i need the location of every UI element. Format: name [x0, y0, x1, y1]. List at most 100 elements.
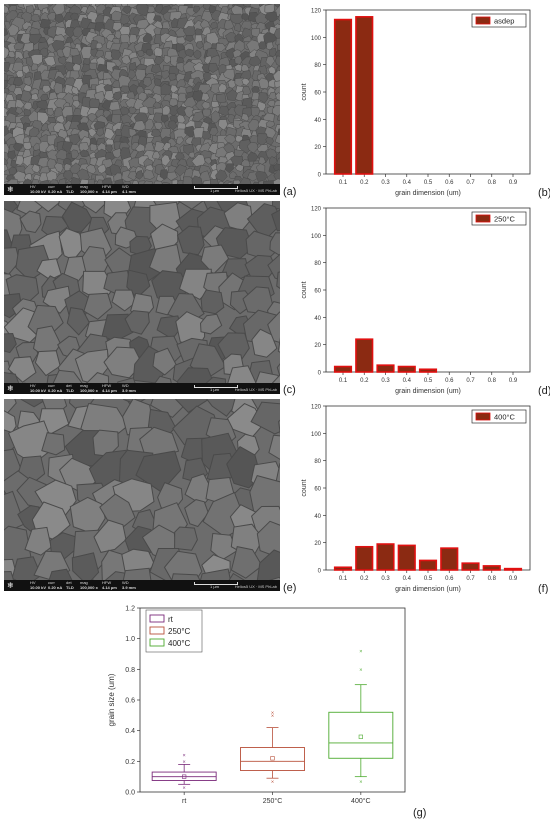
y-tick-label: 20 [314, 541, 321, 547]
sem-grain [95, 42, 103, 50]
sem-grain [4, 246, 20, 275]
sem-grain [72, 26, 84, 38]
legend-label: asdep [494, 17, 514, 26]
sem-grain [271, 209, 280, 232]
scale-bar [194, 186, 238, 189]
x-tick-label: 0.9 [509, 180, 518, 186]
sem-grain [177, 92, 187, 102]
sem-info-bar-c: ❄ HV 10.00 kV curr 0.20 nA det TLD mag 100,000 x… [4, 383, 280, 394]
sem-field-det: det TLD [66, 580, 74, 590]
sem-grain [276, 363, 280, 379]
sem-grain [153, 47, 164, 57]
sem-grain [170, 158, 181, 169]
legend-label: rt [168, 615, 174, 624]
x-tick-label: 0.5 [424, 180, 433, 186]
sem-grain [192, 5, 201, 14]
sem-field-hv: HV 10.00 kV [30, 383, 46, 393]
y-tick-label: 120 [311, 9, 322, 15]
sem-field-value: 3.9 mm [122, 584, 136, 590]
sem-grain [169, 4, 177, 6]
sem-grain [11, 556, 42, 580]
sem-field-curr: curr 0.20 nA [48, 184, 62, 194]
sem-grain [103, 346, 143, 379]
sem-grain [228, 572, 245, 580]
box [328, 711, 394, 759]
sem-grain [230, 546, 263, 579]
outlier-marker: × [271, 710, 274, 716]
sem-info-bar-a: ❄ HV 10.00 kV curr 0.20 nA det TLD mag 100,000 x… [4, 184, 280, 195]
histogram-400c: 0 20 40 60 80 100 120 0.1 0.2 0.3 0.4 0.5 0.6 0.7 0.8 0… [301, 405, 548, 595]
sem-field-value: 100,000 x [80, 188, 98, 194]
x-tick-label: 0.4 [403, 180, 412, 186]
sem-field-value: 100,000 x [80, 387, 98, 393]
sem-grain [23, 76, 33, 87]
sem-grain [66, 307, 90, 336]
sem-grain [41, 432, 66, 456]
sem-grain [176, 136, 184, 146]
sem-field-mag: mag 100,000 x [80, 580, 98, 590]
sem-grain [274, 145, 280, 153]
sem-texture-a [4, 4, 280, 184]
y-tick-label: 100 [311, 234, 322, 240]
panel-label: (d) [538, 385, 550, 396]
x-tick-label: 0.6 [445, 576, 454, 582]
y-tick-label: 0.6 [125, 698, 135, 705]
sem-field-mag: mag 100,000 x [80, 184, 98, 194]
y-tick-label: 0.4 [125, 728, 135, 735]
sem-grain [184, 499, 209, 528]
sem-grain [227, 181, 235, 184]
sem-grain [142, 32, 153, 43]
sem-grain [267, 311, 280, 344]
sem-grain [111, 148, 122, 159]
sem-field-value: 4.1 mm [122, 188, 136, 194]
sem-grain [274, 134, 280, 144]
sem-texture-e [4, 399, 280, 580]
sem-grain [208, 62, 219, 73]
sem-grain [161, 181, 170, 184]
sem-grain [122, 567, 152, 580]
sem-grain [135, 169, 144, 180]
sem-grain [4, 79, 8, 89]
outlier-marker: × [183, 759, 186, 765]
sem-field-header: HV [30, 580, 36, 585]
sem-grain [201, 92, 210, 102]
sem-grain [269, 232, 280, 257]
bar [440, 547, 459, 571]
sem-grain [256, 549, 280, 580]
fei-logo-icon: ❄ [7, 384, 14, 393]
sem-field-det: det TLD [66, 184, 74, 194]
x-tick-label: 0.2 [360, 378, 369, 384]
bar [333, 566, 353, 571]
scale-bar [194, 582, 238, 585]
sem-grain [276, 271, 280, 289]
sem-grain [273, 169, 280, 182]
sem-grain [176, 367, 215, 383]
sem-grain [87, 178, 96, 184]
x-tick-label: 0.8 [488, 180, 497, 186]
sem-grain [171, 179, 179, 184]
sem-grain [215, 43, 227, 52]
sem-grain [93, 519, 127, 553]
sem-grain [13, 42, 24, 51]
fei-logo-icon: ❄ [7, 185, 14, 194]
sem-grain [144, 118, 154, 131]
legend-swatch [149, 638, 165, 647]
y-tick-label: 80 [314, 63, 321, 69]
sem-grain [4, 293, 23, 319]
x-tick-label: 400°C [351, 797, 371, 805]
sem-grain [18, 181, 25, 184]
sem-grain [83, 292, 113, 320]
sem-grain [4, 164, 9, 172]
sem-field-det: det TLD [66, 383, 74, 393]
sem-grain [136, 50, 145, 58]
sem-grain [30, 54, 43, 66]
x-tick-label: 0.6 [445, 180, 454, 186]
sem-grain [191, 175, 203, 184]
sem-grain [12, 76, 24, 87]
sem-field-mag: mag 100,000 x [80, 383, 98, 393]
sem-grain [4, 125, 10, 137]
sem-field-header: curr [48, 184, 55, 189]
sem-grain [276, 114, 280, 122]
sem-grain [167, 120, 178, 131]
sem-field-header: mag [80, 383, 88, 388]
